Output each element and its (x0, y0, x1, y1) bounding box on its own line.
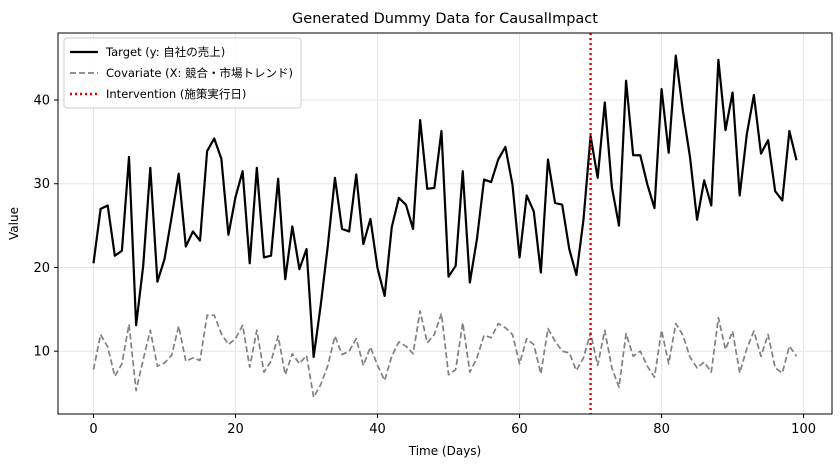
y-tick-label: 20 (33, 261, 50, 276)
chart-title: Generated Dummy Data for CausalImpact (292, 11, 598, 27)
axes-frame (57, 32, 833, 415)
series-layer (92, 54, 798, 399)
y-tick-label: 40 (33, 93, 50, 108)
ticks-layer: 0 20 40 60 80 100 10 20 30 40 (33, 93, 816, 437)
x-tick-label: 60 (511, 422, 528, 437)
x-tick-label: 80 (653, 422, 670, 437)
x-axis-label: Time (Days) (408, 444, 482, 458)
y-axis-label: Value (7, 207, 21, 240)
legend-label: Target (y: 自社の売上) (105, 45, 225, 59)
series-line (92, 54, 798, 359)
legend-box (63, 37, 302, 109)
x-tick-label: 0 (89, 422, 97, 437)
legend-label: Intervention (施策実行日) (106, 87, 246, 101)
legend: Target (y: 自社の売上) Covariate (X: 競合・市場トレンド… (63, 37, 302, 109)
y-tick-label: 30 (33, 177, 50, 192)
legend-label: Covariate (X: 競合・市場トレンド) (106, 66, 293, 80)
y-tick-label: 10 (33, 345, 50, 360)
legend-items: Target (y: 自社の売上) Covariate (X: 競合・市場トレンド… (70, 45, 293, 101)
x-tick-label: 100 (791, 422, 816, 437)
x-tick-label: 40 (369, 422, 386, 437)
series-line (92, 310, 798, 399)
x-tick-label: 20 (227, 422, 244, 437)
